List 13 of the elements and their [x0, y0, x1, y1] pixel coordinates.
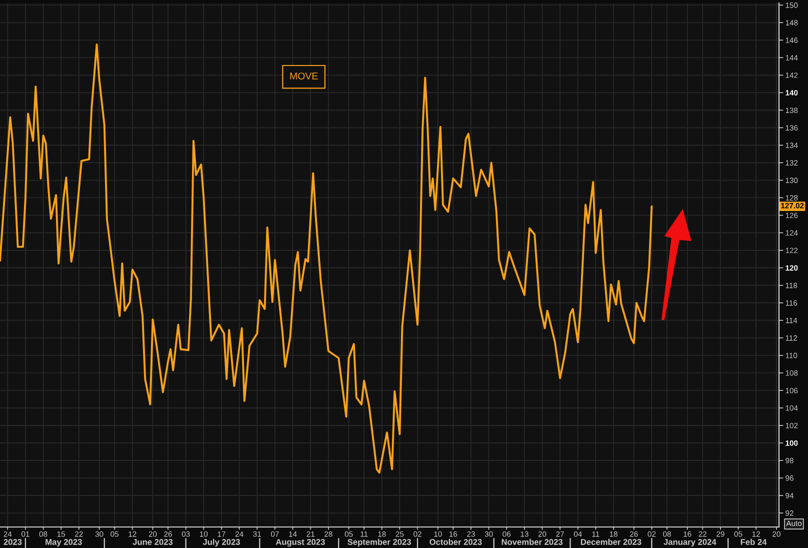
x2-tick-label: November 2023	[502, 538, 563, 545]
x2-tick-label: June 2023	[132, 539, 173, 545]
x2-tick-label: September 2023	[348, 538, 411, 547]
x2-tick-label: May 2023	[46, 539, 82, 547]
x2-tick-label: December 2023	[580, 538, 642, 545]
x2-tick-label: January 2024	[664, 539, 716, 547]
x2-tick-label: October 2023	[430, 538, 482, 545]
x2-tick-label: Feb 24	[740, 538, 767, 545]
line-series	[0, 44, 653, 474]
x2-tick-label: August 2023	[276, 538, 325, 547]
x2-tick-label: 2023	[4, 539, 22, 545]
text: MOVE	[290, 72, 318, 80]
x2-tick-label: July 2023	[202, 538, 240, 547]
